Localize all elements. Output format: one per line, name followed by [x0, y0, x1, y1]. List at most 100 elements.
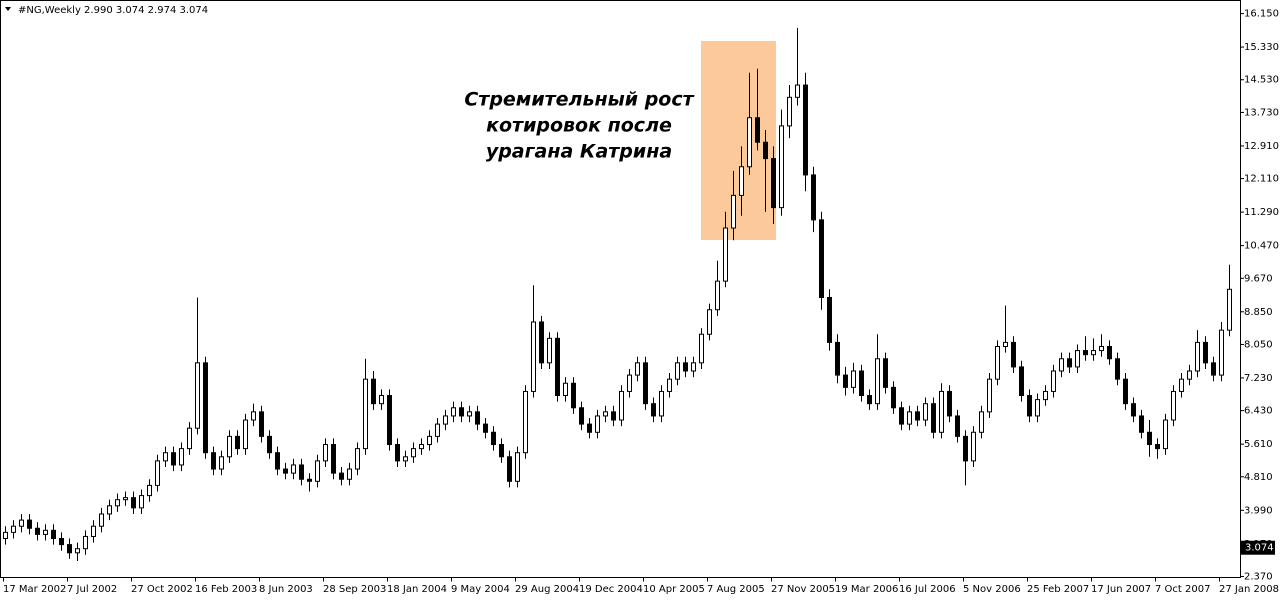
candle-body	[91, 525, 96, 537]
candle-body	[459, 407, 464, 417]
candle-body	[331, 444, 336, 474]
candle-body	[467, 411, 472, 417]
candle-body	[283, 468, 288, 474]
candle-body	[1083, 350, 1088, 356]
x-tick-label: 17 Mar 2002	[3, 584, 66, 595]
candle-body	[811, 174, 816, 221]
candle-body	[411, 448, 416, 458]
candle-body	[1043, 390, 1048, 401]
x-tick-label: 25 Feb 2007	[1027, 584, 1089, 595]
candle-body	[123, 497, 128, 501]
candle-body	[539, 321, 544, 364]
candle-body	[1091, 350, 1096, 356]
candle-body	[323, 444, 328, 462]
candle-body	[1219, 329, 1224, 376]
candle-body	[555, 337, 560, 397]
candle-body	[307, 478, 312, 482]
candle-body	[1059, 358, 1064, 372]
annotation: урагана Катрина	[486, 141, 672, 163]
candle-body	[203, 362, 208, 454]
x-tick-label: 19 Dec 2004	[579, 584, 643, 595]
x-tick-label: 7 Oct 2007	[1155, 584, 1210, 595]
candle-body	[131, 497, 136, 509]
candle-body	[251, 411, 256, 421]
candle-body	[963, 435, 968, 462]
candle-body	[243, 419, 248, 450]
candle-body	[619, 390, 624, 421]
y-tick-label: 13.730	[1244, 107, 1279, 118]
x-tick-label: 10 Apr 2005	[643, 584, 705, 595]
candle-body	[1019, 366, 1024, 397]
candle-body	[875, 358, 880, 405]
candle-body	[483, 423, 488, 433]
y-tick-label: 15.330	[1244, 42, 1279, 53]
candle-body	[795, 84, 800, 98]
candle-body	[1099, 345, 1104, 352]
candle-body	[115, 499, 120, 507]
candle-body	[947, 390, 952, 417]
candle-body	[971, 431, 976, 462]
candle-body	[859, 370, 864, 397]
candle-body	[1123, 378, 1128, 405]
x-tick-label: 7 Jul 2002	[67, 584, 117, 595]
candle-body	[35, 527, 40, 535]
candle-body	[763, 141, 768, 160]
candle-body	[595, 415, 600, 433]
candle-body	[267, 435, 272, 454]
y-tick-label: 12.110	[1244, 174, 1279, 185]
candle-body	[275, 452, 280, 470]
candle-body	[347, 468, 352, 480]
candle-body	[771, 158, 776, 209]
x-tick-label: 9 May 2004	[451, 584, 510, 595]
chart-title: #NG,Weekly 2.990 3.074 2.974 3.074	[18, 5, 208, 16]
candle-body	[923, 403, 928, 421]
y-tick-label: 14.530	[1244, 75, 1279, 86]
y-tick-label: 8.850	[1244, 307, 1273, 318]
candle-body	[403, 456, 408, 462]
axes: 16.150 15.330 14.530 13.730 12.910 12.110 11.2…	[3, 9, 1279, 595]
candle-body	[43, 529, 48, 535]
candle-body	[531, 321, 536, 392]
candle-body	[523, 390, 528, 454]
candle-body	[19, 519, 24, 527]
price-marker-box	[1241, 540, 1275, 555]
candle-body	[851, 370, 856, 388]
y-tick-label: 12.910	[1244, 141, 1279, 152]
candle-body	[587, 423, 592, 433]
candle-body	[451, 407, 456, 417]
y-tick-label: 2.370	[1244, 571, 1273, 582]
y-tick-label: 11.290	[1244, 207, 1279, 218]
plot-frame	[0, 0, 1241, 578]
candle-body	[675, 362, 680, 380]
candle-body	[315, 460, 320, 482]
candle-body	[707, 309, 712, 335]
candle-body	[731, 194, 736, 229]
candle-body	[27, 519, 32, 529]
candle-body	[939, 390, 944, 433]
candle-body	[1107, 345, 1112, 360]
candle-body	[171, 452, 176, 466]
highlight-box	[701, 41, 776, 240]
candle-body	[1171, 390, 1176, 421]
candle-body	[1035, 399, 1040, 417]
candle-body	[83, 535, 88, 550]
y-tick-label: 7.230	[1244, 373, 1273, 384]
candle-body	[995, 345, 1000, 380]
candle-body	[427, 435, 432, 446]
candle-body	[955, 415, 960, 437]
candle-body	[51, 529, 56, 539]
candle-body	[211, 452, 216, 470]
candle-body	[987, 378, 992, 413]
candle-body	[643, 362, 648, 405]
candle-body	[107, 505, 112, 515]
candle-body	[1003, 341, 1008, 347]
candle-body	[563, 382, 568, 397]
candle-body	[1131, 403, 1136, 417]
candle-body	[179, 448, 184, 466]
candle-body	[747, 117, 752, 168]
candle-body	[67, 544, 72, 554]
candle-body	[723, 227, 728, 282]
y-tick-label: 8.050	[1244, 339, 1273, 350]
candle-body	[11, 525, 16, 533]
